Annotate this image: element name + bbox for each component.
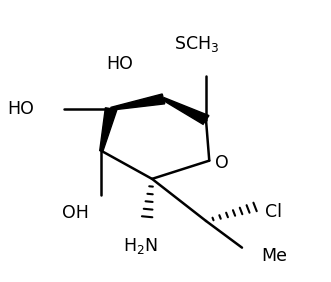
Text: O: O [215, 154, 229, 172]
Polygon shape [111, 94, 165, 110]
Text: HO: HO [7, 100, 34, 118]
Text: Cl: Cl [265, 203, 282, 221]
Polygon shape [100, 108, 117, 151]
Text: Me: Me [261, 247, 288, 265]
Text: OH: OH [62, 204, 89, 222]
Text: HO: HO [106, 55, 133, 73]
Text: H$_2$N: H$_2$N [123, 236, 158, 256]
Text: SCH$_3$: SCH$_3$ [174, 34, 219, 54]
Polygon shape [163, 98, 209, 124]
